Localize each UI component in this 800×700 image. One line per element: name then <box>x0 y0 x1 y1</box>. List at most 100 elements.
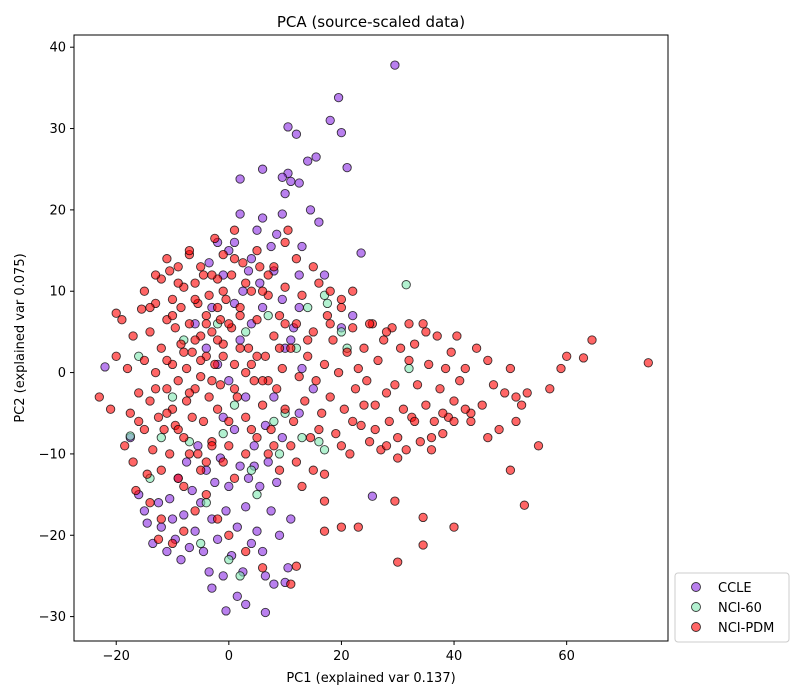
data-point <box>218 286 228 296</box>
data-point <box>179 432 189 443</box>
data-point <box>359 343 369 353</box>
data-point <box>333 367 344 378</box>
data-point <box>432 331 442 341</box>
data-point <box>159 424 169 435</box>
data-point <box>393 557 403 567</box>
x-tick-label: 20 <box>333 649 350 664</box>
data-point <box>319 445 330 455</box>
data-point <box>274 449 285 459</box>
data-point <box>398 404 409 414</box>
data-point <box>215 380 226 390</box>
data-point <box>235 310 245 321</box>
data-point <box>252 489 262 500</box>
data-point <box>176 339 186 349</box>
data-point <box>105 404 116 414</box>
data-point <box>494 424 504 435</box>
data-point <box>94 392 104 402</box>
data-point <box>131 485 141 496</box>
data-point <box>241 546 251 557</box>
data-point <box>421 327 431 337</box>
data-point <box>218 428 228 439</box>
data-point <box>277 432 287 443</box>
data-point <box>300 396 310 406</box>
data-point <box>235 335 245 345</box>
data-point <box>429 416 439 427</box>
data-point <box>294 302 304 313</box>
data-point <box>263 270 273 280</box>
data-point <box>291 457 302 467</box>
data-point <box>246 465 257 475</box>
data-point <box>455 376 465 386</box>
data-point <box>280 237 290 248</box>
data-point <box>190 335 200 345</box>
data-point <box>204 290 214 300</box>
data-point <box>139 424 150 435</box>
data-point <box>224 481 234 492</box>
data-point <box>212 514 223 524</box>
data-point <box>218 249 228 260</box>
data-point <box>393 432 403 443</box>
data-point <box>235 302 245 313</box>
data-point <box>283 122 293 132</box>
data-point <box>336 327 347 337</box>
data-point <box>190 526 200 536</box>
data-point <box>297 363 307 374</box>
data-point <box>322 310 333 321</box>
data-point <box>181 457 192 467</box>
data-point <box>452 331 462 341</box>
data-point <box>142 469 152 479</box>
data-point <box>241 412 251 422</box>
data-point <box>257 213 268 223</box>
data-point <box>207 441 217 451</box>
y-tick-label: −10 <box>39 447 66 462</box>
data-point <box>291 319 302 329</box>
data-point <box>252 225 262 235</box>
data-point <box>283 225 293 235</box>
data-point <box>196 465 206 475</box>
data-point <box>533 441 544 451</box>
data-point <box>252 315 262 325</box>
data-point <box>280 319 290 329</box>
data-point <box>207 270 217 280</box>
data-point <box>435 384 445 394</box>
data-point <box>187 412 197 422</box>
x-tick-label: 0 <box>225 649 233 664</box>
data-point <box>193 449 203 459</box>
data-point <box>269 262 279 272</box>
legend-marker <box>691 602 701 612</box>
data-point <box>201 489 211 500</box>
data-point <box>215 315 226 325</box>
data-point <box>241 367 251 378</box>
data-point <box>252 245 262 256</box>
data-point <box>353 363 363 374</box>
data-point <box>308 262 318 272</box>
data-point <box>325 392 335 402</box>
data-point <box>184 542 195 553</box>
data-point <box>272 229 282 239</box>
data-point <box>201 343 211 353</box>
data-point <box>401 445 411 455</box>
data-point <box>196 371 206 382</box>
data-point <box>336 127 347 138</box>
data-point <box>319 270 330 280</box>
data-point <box>263 449 273 459</box>
data-point <box>150 367 161 378</box>
data-point <box>314 217 324 227</box>
data-point <box>294 270 304 280</box>
data-point <box>516 400 527 410</box>
y-tick-label: −20 <box>39 529 66 544</box>
data-point <box>266 506 276 516</box>
data-point <box>356 420 366 431</box>
data-point <box>210 359 220 370</box>
legend-marker <box>691 622 701 632</box>
data-point <box>325 286 335 296</box>
data-point <box>359 400 369 410</box>
data-point <box>283 563 293 573</box>
data-point <box>556 363 566 374</box>
data-point <box>345 449 355 459</box>
data-point <box>167 294 178 305</box>
data-point <box>277 363 287 374</box>
data-point <box>342 347 352 357</box>
data-point <box>136 304 147 314</box>
data-point <box>235 461 245 471</box>
